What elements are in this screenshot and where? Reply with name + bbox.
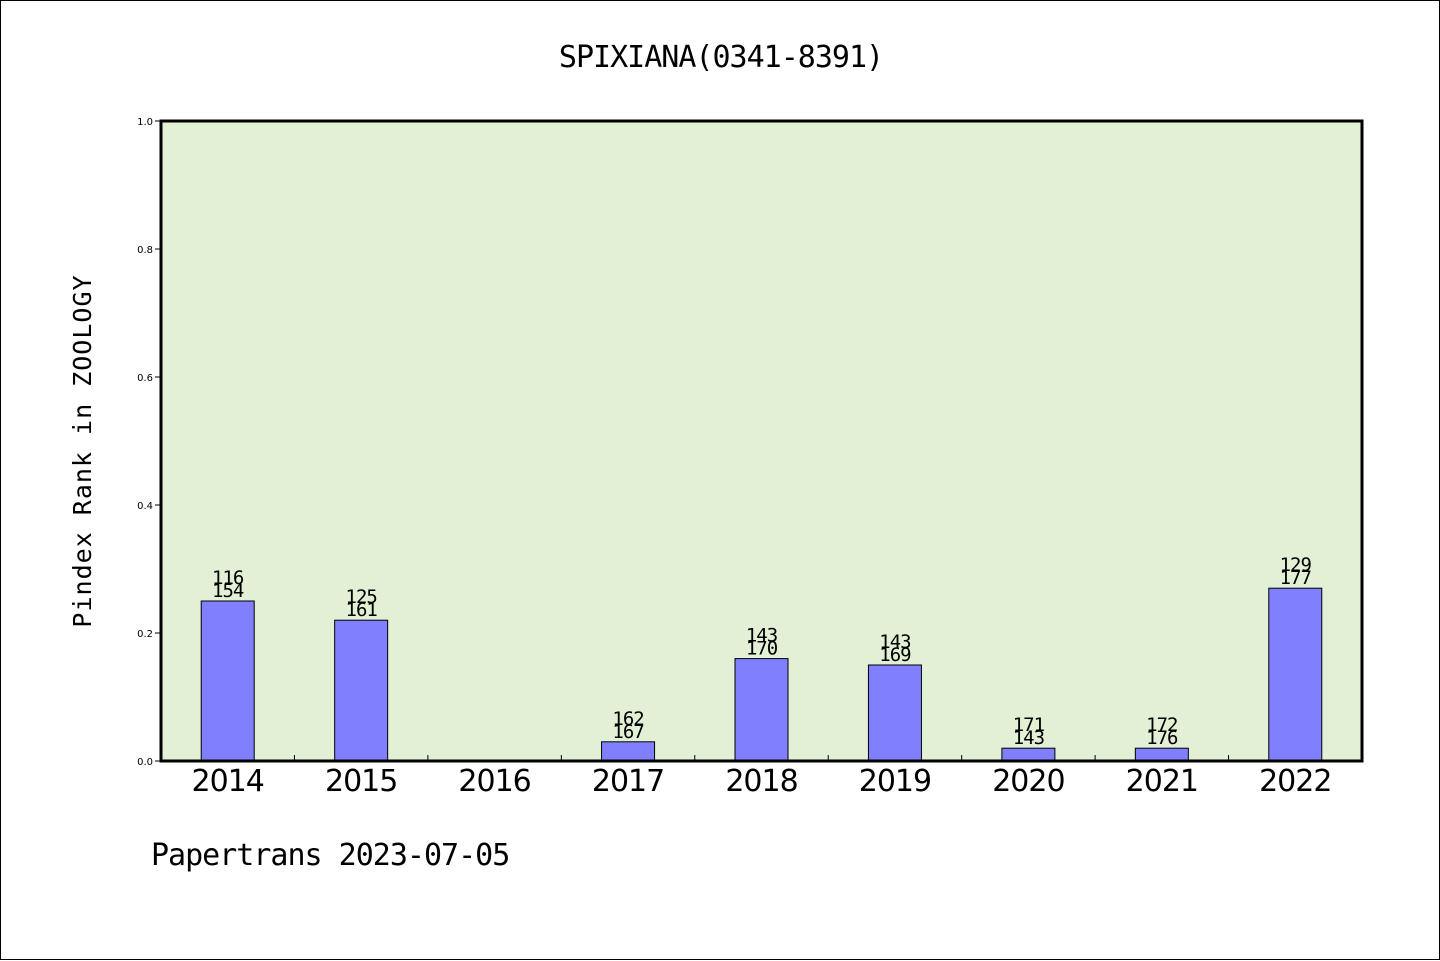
bar-label-top: 143 [879, 631, 911, 653]
bar-label-bottom: 143 [1013, 727, 1045, 749]
bar [1001, 747, 1056, 762]
y-tick-label: 0.0 [137, 757, 153, 768]
plot-border [159, 119, 1364, 763]
bar [1134, 747, 1189, 762]
bar-label-top: 116 [212, 567, 244, 589]
bar-label-bottom: 177 [1280, 567, 1312, 589]
x-tick-label: 2016 [458, 764, 530, 799]
bar [1268, 587, 1323, 762]
y-tick-label: 0.8 [137, 245, 153, 256]
bar [200, 600, 255, 762]
x-tick-label: 2018 [725, 764, 797, 799]
y-tick-label: 0.2 [137, 629, 153, 640]
bar-label-bottom: 154 [212, 580, 244, 602]
bar-label-top: 129 [1280, 554, 1312, 576]
bar-label-top: 143 [746, 625, 778, 647]
footer-credit: Papertrans 2023-07-05 [151, 838, 509, 873]
bar-label-top: 171 [1013, 714, 1045, 736]
bar-label-bottom: 176 [1146, 727, 1178, 749]
bar-label-top: 162 [612, 708, 643, 730]
x-tick-label: 2019 [859, 764, 931, 799]
bar-label-top: 125 [346, 586, 377, 608]
x-tick-label: 2014 [192, 764, 264, 799]
bar [867, 664, 922, 762]
bar [734, 658, 789, 762]
x-tick-label: 2017 [592, 764, 664, 799]
bar [334, 619, 389, 762]
bar [601, 741, 656, 762]
bar-label-bottom: 169 [879, 644, 911, 666]
chart-title: SPIXIANA(0341-8391) [559, 40, 883, 75]
x-tick-label: 2021 [1126, 764, 1198, 799]
x-tick-label: 2022 [1259, 764, 1331, 799]
bar-label-top: 172 [1146, 714, 1177, 736]
y-tick-label: 0.6 [137, 373, 153, 384]
y-axis: 0.0 0.2 0.4 0.6 0.8 1.0 [137, 117, 161, 768]
y-tick-label: 0.4 [137, 501, 153, 512]
bar-label-bottom: 161 [346, 599, 378, 621]
x-axis: 2014 2015 2016 2017 2018 2019 2020 2021 2022 [192, 755, 1332, 799]
y-tick-label: 1.0 [137, 117, 153, 128]
y-axis-label: Pindex Rank in ZOOLOGY [68, 274, 97, 627]
bar-label-bottom: 170 [746, 638, 778, 660]
bar-label-bottom: 167 [612, 721, 644, 743]
x-tick-label: 2020 [992, 764, 1064, 799]
x-tick-label: 2015 [325, 764, 397, 799]
